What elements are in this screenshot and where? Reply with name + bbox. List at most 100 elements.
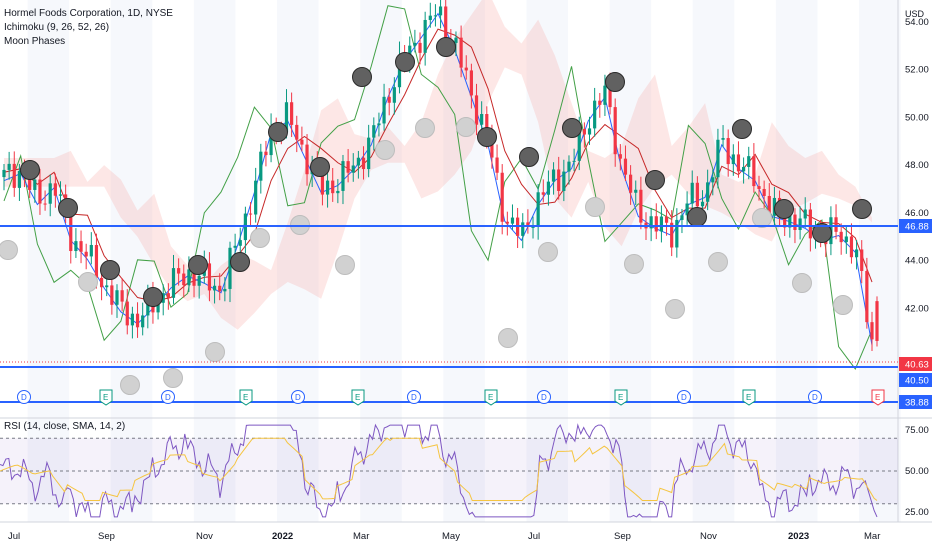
ichimoku-indicator-label[interactable]: Ichimoku (9, 26, 52, 26) xyxy=(4,22,110,33)
candle-body xyxy=(659,216,664,232)
candle-body xyxy=(567,161,571,172)
price-marker xyxy=(899,373,932,387)
new-moon-icon xyxy=(120,375,140,395)
event-badge-label: E xyxy=(103,393,108,402)
candle-body xyxy=(706,182,710,202)
candle-body xyxy=(680,215,684,220)
candle-body xyxy=(459,37,463,68)
new-moon-icon xyxy=(250,228,270,248)
candle-body xyxy=(464,67,468,71)
candle-body xyxy=(110,285,114,305)
candle-body xyxy=(43,203,47,205)
full-moon-icon xyxy=(352,67,372,87)
dividend-badge xyxy=(808,390,822,404)
full-moon-icon xyxy=(477,127,497,147)
earnings-badge xyxy=(614,389,628,406)
full-moon-icon xyxy=(395,52,415,72)
candle-body xyxy=(582,129,586,135)
new-moon-icon xyxy=(792,273,812,293)
candle-body xyxy=(613,107,617,155)
candle-body xyxy=(177,268,181,274)
event-badge-label: D xyxy=(411,393,417,402)
candle-body xyxy=(618,154,622,159)
candle-body xyxy=(865,270,869,323)
month-band xyxy=(443,0,485,522)
earnings-badge xyxy=(484,389,498,406)
price-axis-label: 46.00 xyxy=(905,208,929,219)
rsi-axis-label: 75.00 xyxy=(905,425,929,436)
full-moon-icon xyxy=(100,260,120,280)
candle-body xyxy=(526,222,530,227)
month-band xyxy=(110,0,153,522)
full-moon-icon xyxy=(58,198,78,218)
dividend-badge xyxy=(291,390,305,404)
event-badge-label: E xyxy=(618,393,623,402)
candle-body xyxy=(480,114,484,125)
candle-body xyxy=(629,174,633,193)
price-axis-label: 48.00 xyxy=(905,160,929,171)
candle-body xyxy=(84,251,88,257)
candle-body xyxy=(264,151,268,156)
candle-body xyxy=(38,179,42,204)
price-marker xyxy=(899,395,932,409)
time-axis-label: Nov xyxy=(700,531,717,542)
candle-body xyxy=(711,177,715,183)
candle-body xyxy=(79,241,83,252)
candle-body xyxy=(413,42,417,46)
full-moon-icon xyxy=(562,118,582,138)
candle-body xyxy=(223,288,227,292)
symbol-title: Hormel Foods Corporation, 1D, NYSE xyxy=(4,8,173,19)
rsi-indicator-label[interactable]: RSI (14, close, SMA, 14, 2) xyxy=(4,421,126,432)
candle-body xyxy=(346,161,350,173)
moon-phases-indicator-label[interactable]: Moon Phases xyxy=(4,36,66,47)
candle-body xyxy=(418,42,422,53)
candle-body xyxy=(844,236,848,243)
candle-body xyxy=(397,54,402,88)
candle-body xyxy=(726,138,730,165)
candle-body xyxy=(372,125,376,138)
candle-body xyxy=(130,313,135,326)
full-moon-icon xyxy=(20,160,40,180)
rsi-band xyxy=(0,438,898,504)
candle-body xyxy=(490,135,494,158)
candle-body xyxy=(716,139,720,178)
candle-body xyxy=(33,179,37,190)
candle-body xyxy=(428,15,432,20)
price-marker-label: 40.63 xyxy=(905,360,929,371)
candle-body xyxy=(356,157,360,166)
new-moon-icon xyxy=(538,242,558,262)
time-axis-label: Mar xyxy=(864,531,880,542)
time-axis-label: Sep xyxy=(98,531,115,542)
candle-body xyxy=(135,313,140,328)
candle-body xyxy=(408,45,412,61)
candle-body xyxy=(233,245,237,248)
candle-body xyxy=(2,169,6,178)
dividend-badge xyxy=(161,390,175,404)
candle-body xyxy=(695,182,699,207)
candle-body xyxy=(546,181,551,195)
candle-body xyxy=(269,126,273,156)
candle-body xyxy=(12,163,16,188)
candle-body xyxy=(361,157,366,170)
candle-body xyxy=(141,315,145,328)
chart-legend: Hormel Foods Corporation, 1D, NYSE Ichim… xyxy=(4,7,173,49)
candle-body xyxy=(197,275,201,286)
rsi-axis-label: 50.00 xyxy=(905,466,929,477)
time-axis-label: Jul xyxy=(8,531,20,542)
lagging-span xyxy=(3,5,873,370)
candle-body xyxy=(762,188,766,197)
candle-body xyxy=(747,156,751,167)
time-axis-label: May xyxy=(442,531,460,542)
candle-body xyxy=(17,170,22,188)
new-moon-icon xyxy=(665,299,685,319)
candle-body xyxy=(218,285,222,292)
candle-body xyxy=(495,157,499,173)
candle-body xyxy=(7,163,11,170)
candle-body xyxy=(105,285,109,288)
month-band xyxy=(277,0,319,522)
candle-body xyxy=(541,192,545,195)
candle-body xyxy=(192,269,196,286)
new-moon-icon xyxy=(0,240,18,260)
new-moon-icon xyxy=(833,295,853,315)
